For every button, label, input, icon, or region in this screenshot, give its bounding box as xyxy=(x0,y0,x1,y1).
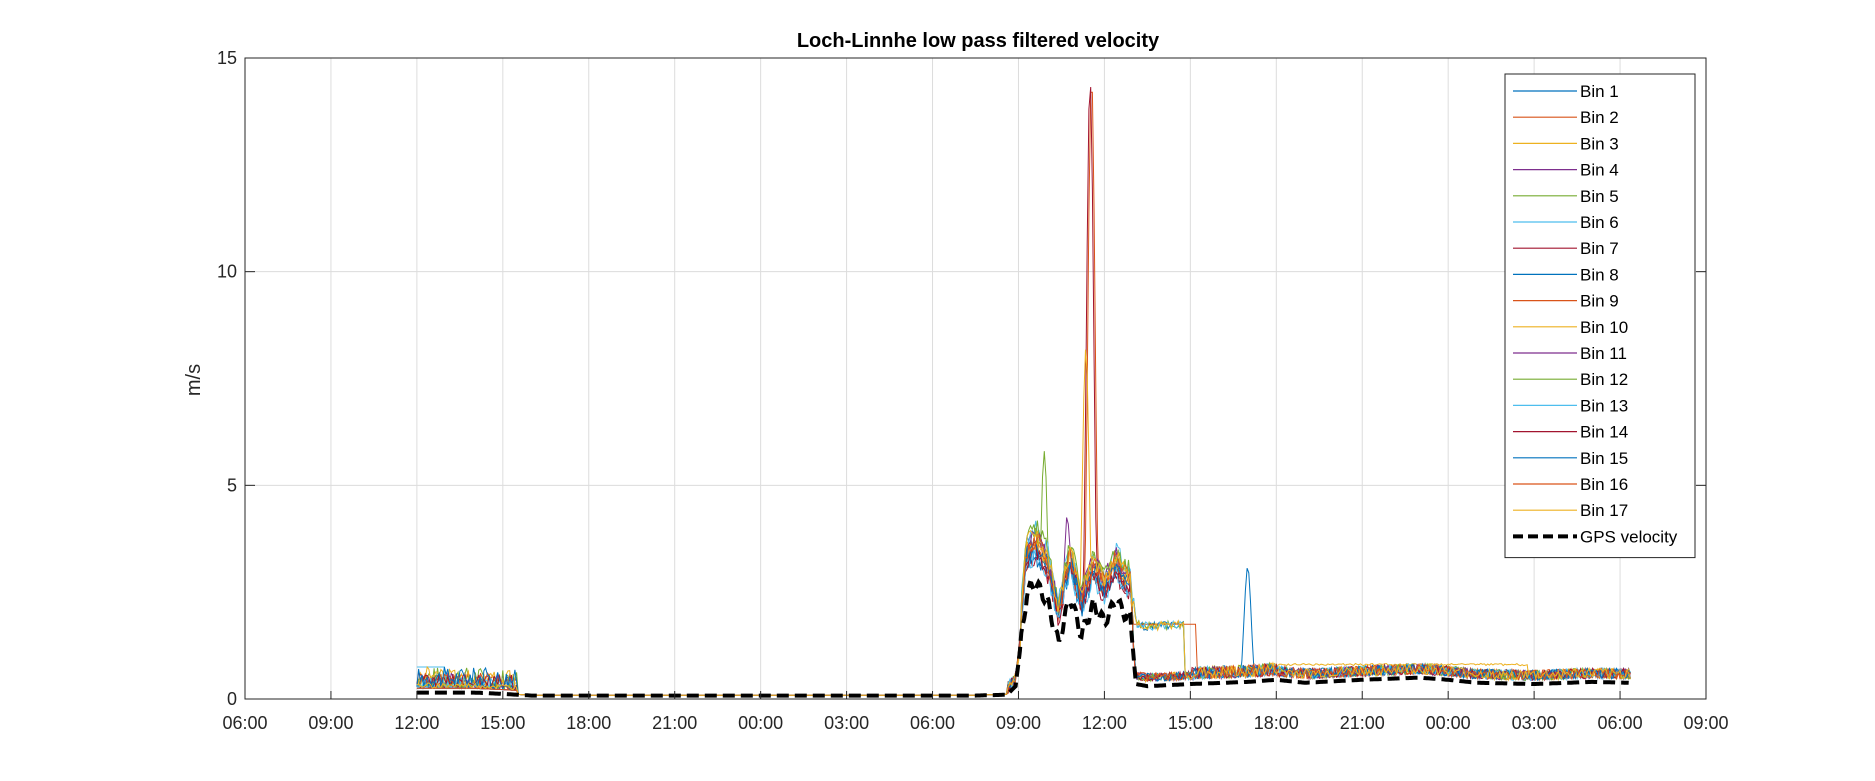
legend-label: Bin 2 xyxy=(1580,108,1619,127)
y-tick-label: 5 xyxy=(227,475,237,495)
y-axis-label: m/s xyxy=(183,364,205,396)
legend-label: Bin 1 xyxy=(1580,82,1619,101)
x-tick-label: 00:00 xyxy=(1426,713,1471,733)
legend-label: Bin 9 xyxy=(1580,292,1619,311)
x-axis: 06:00 09:00 12:00 15:00 18:00 21:00 00:00 03:00… xyxy=(222,691,1729,733)
legend-label: Bin 6 xyxy=(1580,213,1619,232)
series-line-gps-velocity xyxy=(416,578,1629,698)
legend: Bin 1 Bin 2 Bin 3 Bin 4 Bin 5 Bin 6 Bin 7 Bin 8… xyxy=(1504,73,1696,559)
y-tick-label: 10 xyxy=(217,262,237,282)
x-tick-label: 18:00 xyxy=(566,713,611,733)
legend-label: Bin 12 xyxy=(1580,370,1628,389)
grid-lines xyxy=(244,57,1707,700)
legend-label: Bin 11 xyxy=(1580,344,1627,363)
legend-label: Bin 16 xyxy=(1580,475,1628,494)
legend-box xyxy=(1504,73,1696,559)
x-tick-label: 15:00 xyxy=(480,713,525,733)
legend-label: Bin 13 xyxy=(1580,396,1628,415)
x-tick-label: 15:00 xyxy=(1168,713,1213,733)
legend-label: Bin 17 xyxy=(1580,501,1628,520)
x-tick-label: 12:00 xyxy=(1082,713,1127,733)
x-tick-label: 03:00 xyxy=(824,713,869,733)
legend-label: Bin 5 xyxy=(1580,187,1619,206)
y-tick-label: 15 xyxy=(217,48,237,68)
x-tick-label: 09:00 xyxy=(1683,713,1728,733)
x-tick-label: 18:00 xyxy=(1254,713,1299,733)
x-tick-label: 21:00 xyxy=(1340,713,1385,733)
y-tick-label: 0 xyxy=(227,689,237,709)
x-tick-label: 03:00 xyxy=(1512,713,1557,733)
legend-label: Bin 7 xyxy=(1580,239,1619,258)
x-tick-label: 12:00 xyxy=(394,713,439,733)
legend-label: Bin 10 xyxy=(1580,318,1628,337)
x-tick-label: 06:00 xyxy=(910,713,955,733)
legend-label: GPS velocity xyxy=(1580,527,1678,546)
legend-label: Bin 3 xyxy=(1580,134,1619,153)
series-layer xyxy=(416,86,1631,698)
legend-label: Bin 8 xyxy=(1580,265,1619,284)
x-tick-label: 00:00 xyxy=(738,713,783,733)
plot-frame xyxy=(244,57,1707,700)
y-axis: 0 5 10 15 xyxy=(217,48,1706,709)
chart-title: Loch-Linnhe low pass filtered velocity xyxy=(797,30,1160,52)
x-tick-label: 09:00 xyxy=(308,713,353,733)
x-tick-label: 06:00 xyxy=(222,713,267,733)
legend-label: Bin 14 xyxy=(1580,423,1628,442)
legend-label: Bin 15 xyxy=(1580,449,1628,468)
x-tick-label: 06:00 xyxy=(1598,713,1643,733)
legend-label: Bin 4 xyxy=(1580,161,1619,180)
x-tick-label: 09:00 xyxy=(996,713,1041,733)
x-tick-label: 21:00 xyxy=(652,713,697,733)
